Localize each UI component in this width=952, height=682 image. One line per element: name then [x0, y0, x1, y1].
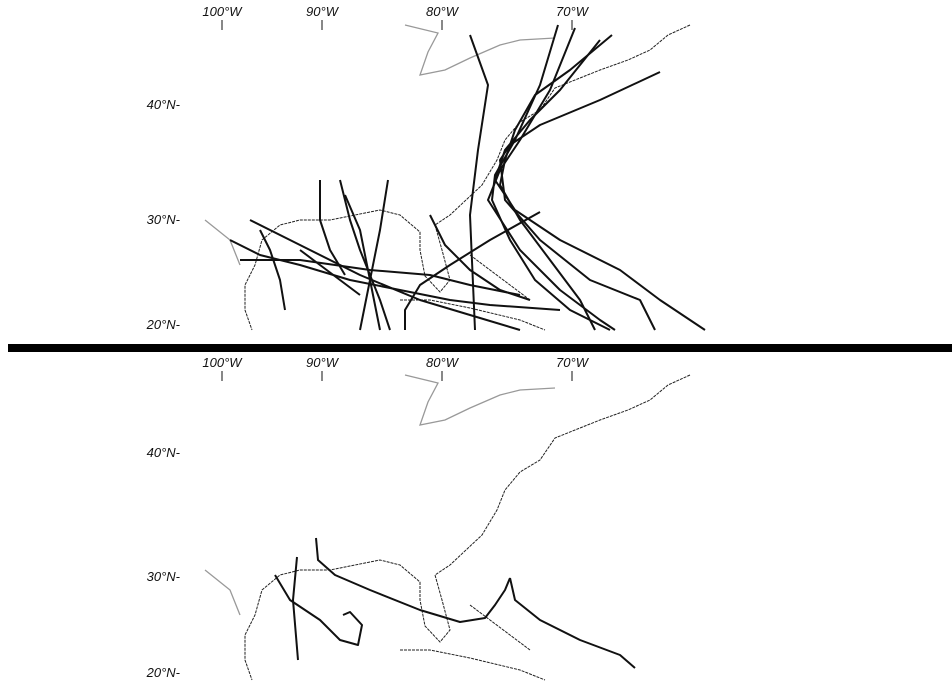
lon-label: 80°W	[426, 4, 460, 19]
coastline	[204, 24, 691, 331]
lon-label: 70°W	[556, 4, 590, 19]
tracks	[274, 537, 636, 669]
lat-label: 30°N-	[147, 569, 181, 584]
lat-label: 40°N-	[147, 445, 181, 460]
lat-label: 40°N-	[147, 97, 181, 112]
lon-label: 80°W	[426, 355, 460, 370]
coastline	[204, 374, 691, 681]
separator-bar	[8, 344, 952, 352]
lon-label: 100°W	[202, 355, 243, 370]
lon-label: 70°W	[556, 355, 590, 370]
lat-label: 30°N-	[147, 212, 181, 227]
lon-label: 100°W	[202, 4, 243, 19]
panel-bottom: 100°W 90°W 80°W 70°W 40°N- 30°N- 20°N-	[146, 355, 691, 681]
lat-label: 20°N-	[146, 665, 181, 680]
panel-top: 100°W 90°W 80°W 70°W 40°N- 30°N- 20°N-	[146, 4, 706, 332]
lat-label: 20°N-	[146, 317, 181, 332]
lon-label: 90°W	[306, 355, 340, 370]
lon-label: 90°W	[306, 4, 340, 19]
tracks	[229, 24, 706, 331]
